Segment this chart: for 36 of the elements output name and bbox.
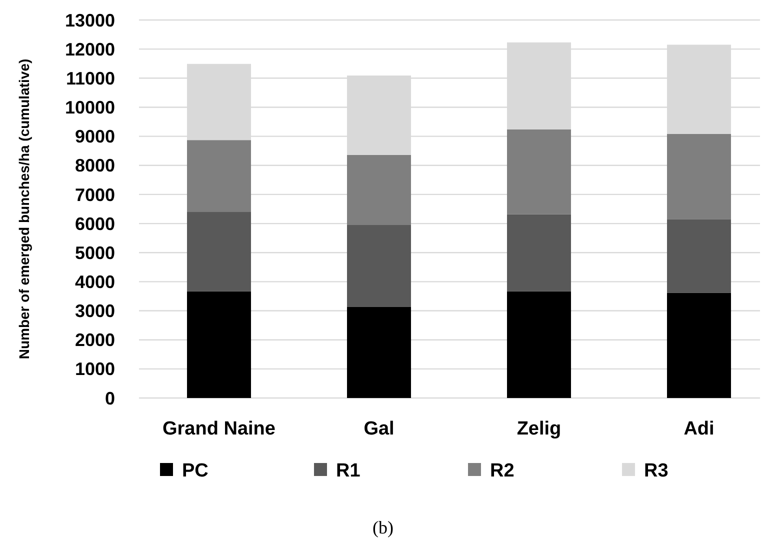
y-tick-label: 4000 (74, 272, 115, 292)
bar (507, 291, 571, 398)
y-tick-label: 8000 (74, 156, 115, 176)
legend-label: R3 (644, 460, 668, 482)
y-tick-label: 5000 (74, 242, 115, 263)
x-tick-label: Grand Naine (162, 418, 276, 440)
y-tick-label: 13000 (64, 10, 115, 30)
legend-label: R2 (490, 460, 514, 482)
bar (187, 212, 251, 292)
bar (187, 140, 251, 212)
y-tick-label: 0 (104, 388, 115, 408)
y-tick-label: 2000 (74, 330, 115, 350)
bar (667, 219, 731, 293)
bar (347, 154, 411, 225)
y-axis-title: Number of emerged bunches/ha (cumulative) (16, 58, 32, 360)
bar (187, 291, 251, 398)
legend-label: R1 (336, 460, 361, 482)
bar (507, 129, 571, 214)
y-tick-label: 7000 (74, 184, 115, 205)
bar (507, 214, 571, 292)
x-tick-label: Adi (684, 418, 714, 440)
text: (b) (372, 517, 394, 538)
bar (667, 292, 731, 398)
bar (347, 224, 411, 307)
x-tick-label: Gal (364, 418, 394, 440)
y-tick-label: 3000 (74, 301, 115, 322)
y-tick-label: 1000 (74, 359, 115, 380)
y-tick-label: 12000 (64, 39, 115, 60)
x-tick-label: Zelig (516, 418, 562, 440)
legend-label: PC (182, 460, 209, 482)
bar (667, 134, 731, 220)
y-tick-label: 10000 (64, 98, 115, 118)
y-tick-label: 6000 (74, 214, 115, 234)
y-tick-label: 11000 (66, 68, 115, 88)
y-tick-label: 9000 (74, 126, 115, 147)
bar (347, 306, 411, 398)
